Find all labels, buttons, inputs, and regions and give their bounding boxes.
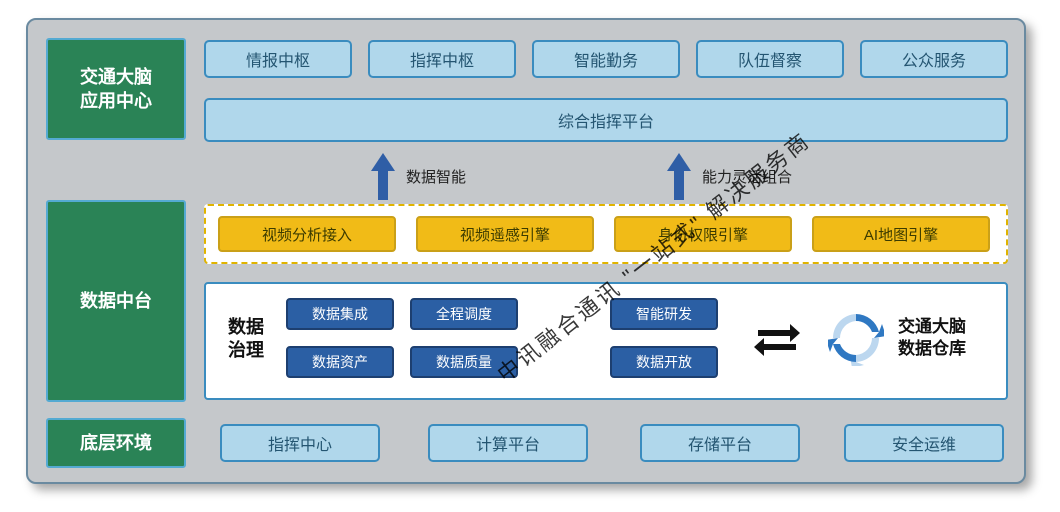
bottom-3: 安全运维 <box>844 424 1004 462</box>
gov-4: 数据质量 <box>410 346 518 378</box>
bottom-2: 存储平台 <box>640 424 800 462</box>
bottom-1: 计算平台 <box>428 424 588 462</box>
top-pill-1: 指挥中枢 <box>368 40 516 78</box>
gov-2: 智能研发 <box>610 298 718 330</box>
gov-1: 全程调度 <box>410 298 518 330</box>
swap-icon <box>752 316 802 374</box>
side-mid-label: 数据中台 <box>80 289 152 313</box>
warehouse-label: 交通大脑数据仓库 <box>898 316 966 360</box>
arrow-left-label: 数据智能 <box>406 166 466 187</box>
arrow-right-label: 能力灵活组合 <box>702 166 792 187</box>
top-pill-0: 情报中枢 <box>204 40 352 78</box>
side-data-mid: 数据中台 <box>46 200 186 402</box>
top-pill-4: 公众服务 <box>860 40 1008 78</box>
side-env-label: 底层环境 <box>80 431 152 455</box>
governance-title: 数据治理 <box>218 316 274 363</box>
recycle-icon <box>828 310 884 366</box>
diagram-canvas: 交通大脑应用中心 数据中台 底层环境 情报中枢 指挥中枢 智能勤务 队伍督察 公… <box>26 18 1026 484</box>
arrow-left-head <box>371 153 395 171</box>
top-pill-2: 智能勤务 <box>532 40 680 78</box>
arrow-right-head <box>667 153 691 171</box>
arrow-right-stem <box>674 170 684 200</box>
yellow-2: 身份权限引擎 <box>614 216 792 252</box>
side-app-center: 交通大脑应用中心 <box>46 38 186 140</box>
gov-3: 数据资产 <box>286 346 394 378</box>
top-pill-3: 队伍督察 <box>696 40 844 78</box>
yellow-3: AI地图引擎 <box>812 216 990 252</box>
side-app-label: 交通大脑应用中心 <box>80 65 152 114</box>
bottom-0: 指挥中心 <box>220 424 380 462</box>
yellow-0: 视频分析接入 <box>218 216 396 252</box>
wide-command-bar: 综合指挥平台 <box>204 98 1008 142</box>
gov-0: 数据集成 <box>286 298 394 330</box>
gov-5: 数据开放 <box>610 346 718 378</box>
yellow-1: 视频遥感引擎 <box>416 216 594 252</box>
side-env: 底层环境 <box>46 418 186 468</box>
arrow-left-stem <box>378 170 388 200</box>
